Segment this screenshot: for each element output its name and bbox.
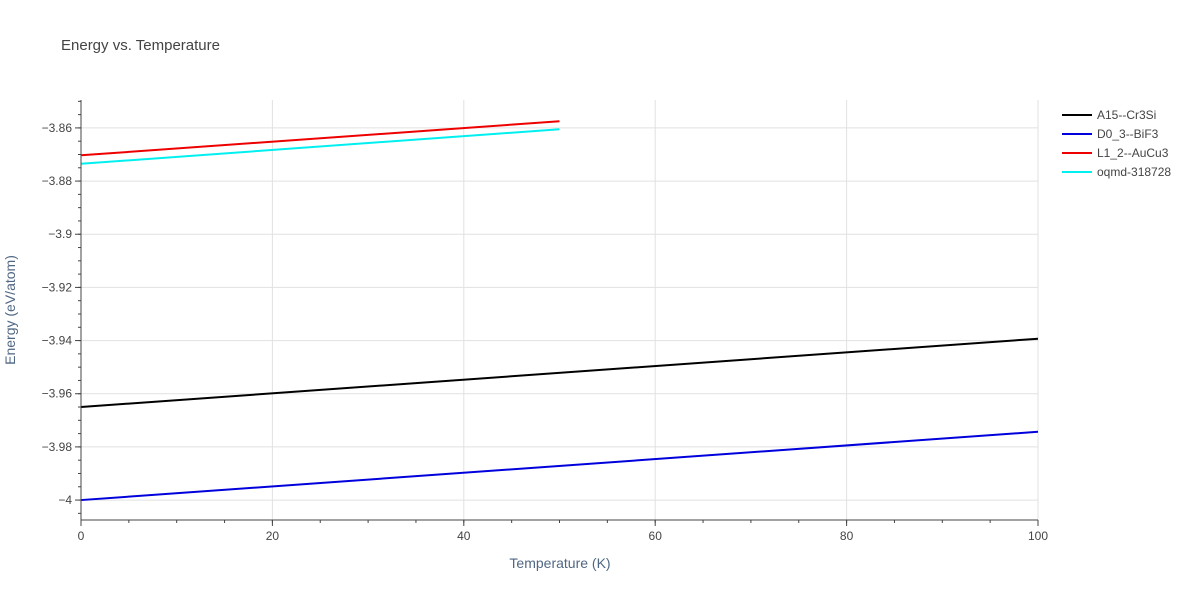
y-tick-label: −4 [58, 493, 72, 507]
y-tick-label: −3.98 [42, 440, 73, 454]
x-axis-ticks: 0 20 40 60 80 100 [78, 520, 1048, 543]
legend-label-1: D0_3--BiF3 [1097, 127, 1159, 141]
y-tick-label: −3.88 [42, 174, 73, 188]
y-axis-title: Energy (eV/atom) [2, 255, 18, 365]
y-axis-ticks: −4 −3.98 −3.96 −3.94 −3.92 −3.9 −3.88 −3.86 [42, 100, 81, 514]
x-tick-label: 80 [840, 529, 854, 543]
series-line-1 [80, 430, 1039, 502]
legend: A15--Cr3Si D0_3--BiF3 L1_2--AuCu3 oqmd-3187… [1062, 108, 1171, 179]
series-line-0 [80, 337, 1039, 409]
series-line-3 [80, 128, 560, 165]
legend-label-2: L1_2--AuCu3 [1097, 146, 1169, 160]
y-tick-label: −3.96 [42, 387, 73, 401]
legend-label-3: oqmd-318728 [1097, 165, 1171, 179]
series-line-2 [80, 120, 560, 157]
legend-label-0: A15--Cr3Si [1097, 108, 1156, 122]
x-tick-label: 0 [78, 529, 85, 543]
y-tick-label: −3.9 [48, 227, 72, 241]
x-tick-label: 100 [1028, 529, 1048, 543]
y-tick-label: −3.92 [42, 280, 73, 294]
x-tick-label: 20 [266, 529, 280, 543]
chart-title: Energy vs. Temperature [61, 37, 220, 54]
grid-lines [81, 100, 1039, 520]
y-tick-label: −3.86 [42, 121, 73, 135]
x-tick-label: 40 [457, 529, 471, 543]
x-axis-title: Temperature (K) [509, 555, 610, 571]
axes [80, 100, 1038, 521]
y-tick-label: −3.94 [42, 334, 73, 348]
x-tick-label: 60 [649, 529, 663, 543]
series-lines [80, 120, 1039, 502]
